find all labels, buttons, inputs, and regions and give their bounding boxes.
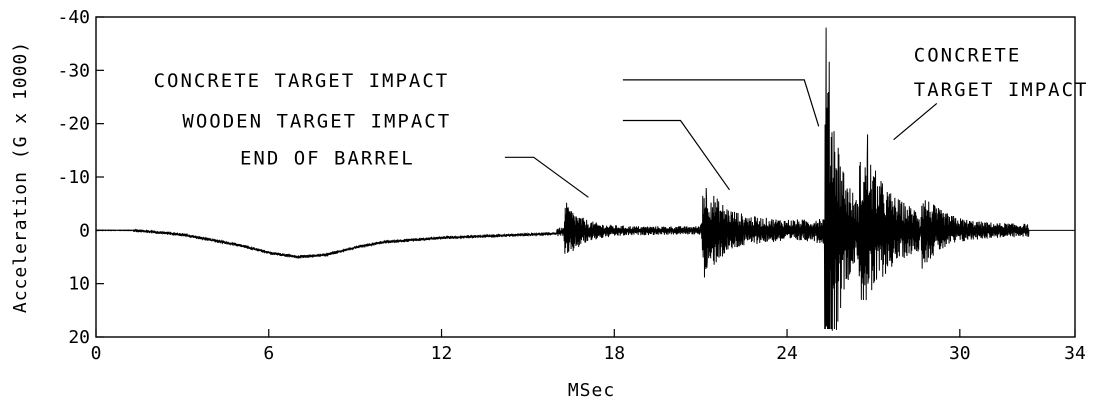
acceleration-trace [95, 27, 1075, 331]
annotation-leader-line [504, 156, 589, 198]
y-tick-label: -30 [57, 60, 90, 81]
annotation-label: CONCRETE TARGET IMPACT [154, 70, 450, 92]
y-tick-label: 10 [68, 274, 90, 295]
x-tick-label: 18 [603, 343, 625, 364]
y-axis-label: Acceleration (G x 1000) [10, 41, 31, 313]
y-tick-label: -40 [57, 7, 90, 28]
x-tick-label: 24 [776, 343, 798, 364]
annotation-label: TARGET IMPACT [914, 79, 1089, 101]
y-tick-label: 0 [79, 220, 90, 241]
annotations: CONCRETE TARGET IMPACT WOODEN TARGET IMPA… [154, 44, 1089, 198]
annotation-label: WOODEN TARGET IMPACT [182, 110, 451, 132]
annotation-leader-line [622, 119, 730, 191]
x-tick-label: 0 [91, 343, 102, 364]
annotation-label: CONCRETE [914, 44, 1022, 66]
annotation-label: END OF BARREL [240, 147, 415, 169]
y-tick-label: -10 [57, 167, 90, 188]
x-tick-label: 34 [1064, 343, 1086, 364]
y-tick-label: 20 [68, 327, 90, 348]
y-tick-label: -20 [57, 114, 90, 135]
ticks: 0 6 12 18 24 30 34 -40 -30 -20 -10 0 10 20 [57, 7, 1085, 364]
annotation-leader-line [622, 79, 820, 127]
x-axis-label: MSec [568, 380, 615, 401]
x-tick-label: 30 [949, 343, 971, 364]
annotation-leader-line [893, 102, 938, 141]
x-tick-label: 12 [431, 343, 453, 364]
x-tick-label: 6 [263, 343, 274, 364]
